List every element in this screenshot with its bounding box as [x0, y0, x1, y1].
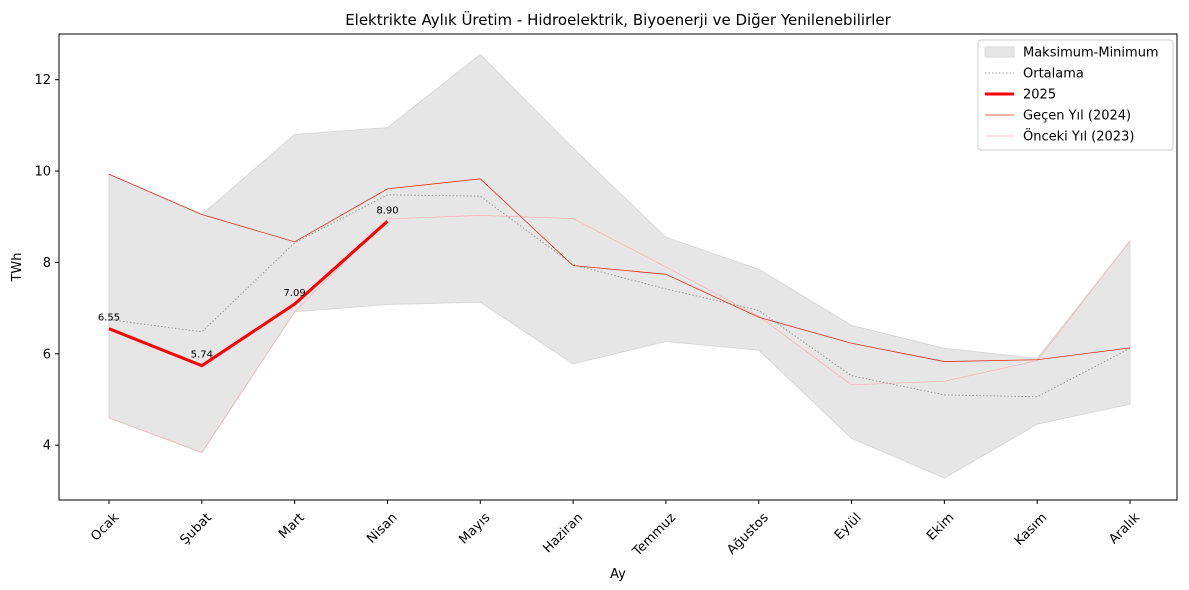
series-line-1 — [108, 220, 389, 368]
legend-label: 2025 — [1023, 88, 1056, 103]
y-tick-label: 12 — [34, 73, 51, 88]
x-tick-label: Nisan — [364, 510, 400, 546]
data-label: 6.55 — [98, 313, 120, 324]
y-tick-label: 4 — [43, 439, 51, 454]
legend-label: Geçen Yıl (2024) — [1023, 109, 1131, 124]
x-tick-label: Kasım — [1012, 510, 1050, 548]
y-tick-label: 8 — [43, 256, 51, 271]
y-tick-label: 10 — [34, 165, 51, 180]
data-label: 7.09 — [284, 288, 306, 299]
chart-title: Elektrikte Aylık Üretim - Hidroelektrik,… — [345, 10, 891, 29]
series-line-3 — [108, 214, 1131, 453]
x-tick-label: Mart — [276, 510, 308, 542]
data-label: 5.74 — [191, 350, 213, 361]
legend-swatch — [984, 46, 1015, 58]
y-axis-label: TWh — [10, 252, 25, 282]
x-tick-label: Temmuz — [629, 510, 679, 560]
x-axis: Ocak Şubat Mart Nisan Mayıs Haziran Temmuz Ağus… — [88, 500, 1143, 560]
x-tick-label: Şubat — [178, 510, 215, 547]
data-label: 8.90 — [376, 205, 398, 216]
x-tick-label: Ocak — [88, 510, 122, 544]
y-tick-label: 6 — [43, 347, 51, 362]
x-tick-label: Aralık — [1106, 510, 1143, 547]
legend-label: Ortalama — [1023, 67, 1084, 82]
series-line-0 — [108, 194, 1131, 398]
plot-frame — [58, 33, 1178, 501]
x-tick-label: Haziran — [540, 510, 586, 556]
series-line-2 — [108, 173, 1131, 362]
y-axis: 4 6 8 10 12 — [34, 73, 59, 454]
legend-box — [977, 39, 1174, 151]
legend: Maksimum-Minimum Ortalama 2025 Geçen Yıl (2… — [977, 39, 1174, 151]
x-tick-label: Ağustos — [724, 510, 772, 558]
legend-label: Önceki Yıl (2023) — [1023, 128, 1134, 145]
band-max-min — [108, 53, 1131, 479]
x-tick-label: Ekim — [924, 510, 957, 543]
legend-label: Maksimum-Minimum — [1023, 46, 1159, 61]
x-axis-label: Ay — [610, 567, 626, 582]
x-tick-label: Mayıs — [456, 510, 493, 547]
x-tick-label: Eylül — [832, 510, 865, 543]
plot-area: 6.55 5.74 7.09 8.90 — [98, 53, 1131, 479]
